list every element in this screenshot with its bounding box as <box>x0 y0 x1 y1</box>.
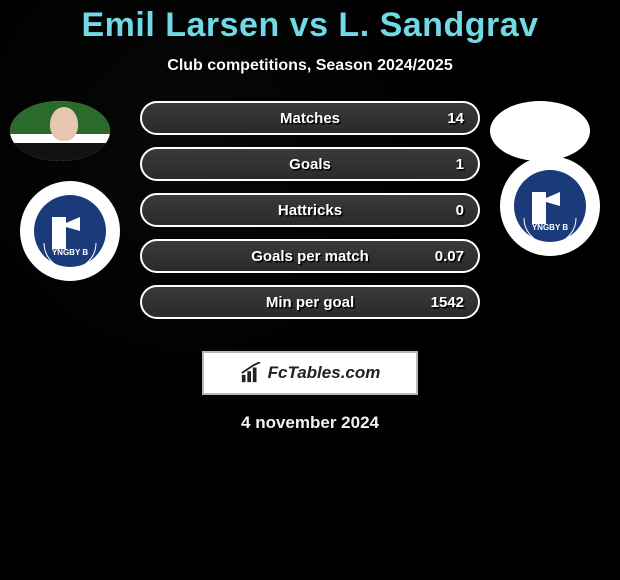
stat-value-right: 0.07 <box>435 248 464 265</box>
player-right-avatar <box>490 101 590 161</box>
stat-value-right: 0 <box>456 202 464 219</box>
chart-icon <box>240 362 262 384</box>
page-title: Emil Larsen vs L. Sandgrav <box>0 0 620 45</box>
comparison-panel: YNGBY B YNGBY B Matches 14 Goals 1 Hattr… <box>0 101 620 341</box>
stat-row-goals: Goals 1 <box>140 147 480 181</box>
svg-text:YNGBY B: YNGBY B <box>52 248 89 257</box>
subtitle: Club competitions, Season 2024/2025 <box>0 57 620 75</box>
stat-label: Matches <box>280 110 340 127</box>
stat-row-goals-per-match: Goals per match 0.07 <box>140 239 480 273</box>
stat-value-right: 14 <box>447 110 464 127</box>
player-left-avatar <box>10 101 110 161</box>
brand-text: FcTables.com <box>268 363 381 383</box>
stat-bars: Matches 14 Goals 1 Hattricks 0 Goals per… <box>140 101 480 331</box>
svg-text:YNGBY B: YNGBY B <box>532 223 569 232</box>
stat-row-hattricks: Hattricks 0 <box>140 193 480 227</box>
stat-label: Goals <box>289 156 331 173</box>
club-badge-left: YNGBY B <box>20 181 120 281</box>
stat-row-matches: Matches 14 <box>140 101 480 135</box>
stat-row-min-per-goal: Min per goal 1542 <box>140 285 480 319</box>
stat-label: Goals per match <box>251 248 369 265</box>
stat-label: Min per goal <box>266 294 354 311</box>
stat-label: Hattricks <box>278 202 342 219</box>
stat-value-right: 1542 <box>431 294 464 311</box>
date-text: 4 november 2024 <box>0 413 620 433</box>
brand-attribution: FcTables.com <box>202 351 418 395</box>
stat-value-right: 1 <box>456 156 464 173</box>
club-badge-right: YNGBY B <box>500 156 600 256</box>
